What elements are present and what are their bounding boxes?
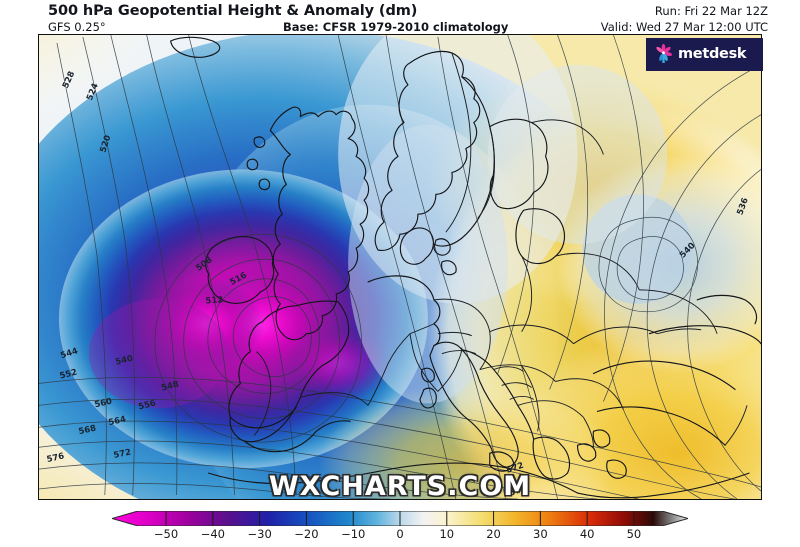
chart-header: 500 hPa Geopotential Height & Anomaly (d… <box>0 0 800 34</box>
contour-label: 540 <box>114 353 134 367</box>
country-borders <box>254 52 748 448</box>
contour-label: 572 <box>112 447 131 460</box>
contour-label: 560 <box>93 396 113 410</box>
valid-time-label: Valid: Wed 27 Mar 12:00 UTC <box>600 20 768 34</box>
colorbar-tick-label: 30 <box>533 527 548 541</box>
contour-label: 564 <box>107 414 127 428</box>
colorbar-tick-label: 40 <box>579 527 595 541</box>
colorbar-tick-label: −30 <box>247 527 272 541</box>
colorbar-tick-label: 50 <box>626 527 642 541</box>
colorbar-tick-label: −20 <box>294 527 319 541</box>
metdesk-logo[interactable]: metdesk <box>647 39 762 70</box>
colorbar-tick-label: 20 <box>486 527 501 541</box>
contour-label: 568 <box>77 422 97 436</box>
colorbar-tick-labels: −50 −40 −30 −20 −10 0 10 20 30 40 50 <box>0 527 800 545</box>
colorbar-tick-label: −10 <box>341 527 366 541</box>
base-climatology-label: Base: CFSR 1979-2010 climatology <box>283 20 509 34</box>
page-title: 500 hPa Geopotential Height & Anomaly (d… <box>48 3 418 19</box>
contour-label: 552 <box>58 367 78 381</box>
height-contour-lines <box>39 35 761 499</box>
model-label: GFS 0.25° <box>48 20 106 34</box>
run-time-label: Run: Fri 22 Mar 12Z <box>654 4 768 18</box>
contour-label: 556 <box>137 397 157 411</box>
colorbar-tick-label: 10 <box>439 527 455 541</box>
metdesk-pinwheel-icon <box>653 43 674 65</box>
contour-label: 576 <box>46 450 66 464</box>
colorbar-tick-label: −40 <box>200 527 225 541</box>
contour-label: 548 <box>160 379 180 393</box>
anomaly-colorbar[interactable] <box>112 511 688 526</box>
contour-label: 512 <box>205 294 223 305</box>
colorbar-tick-label: −50 <box>153 527 179 541</box>
coastlines <box>170 36 761 499</box>
colorbar-tick-label: 0 <box>396 527 404 541</box>
metdesk-wordmark: metdesk <box>678 46 747 63</box>
map-panel[interactable]: 528 524 520 516 512 508 544 540 552 548 560 556 564 5… <box>38 34 762 500</box>
